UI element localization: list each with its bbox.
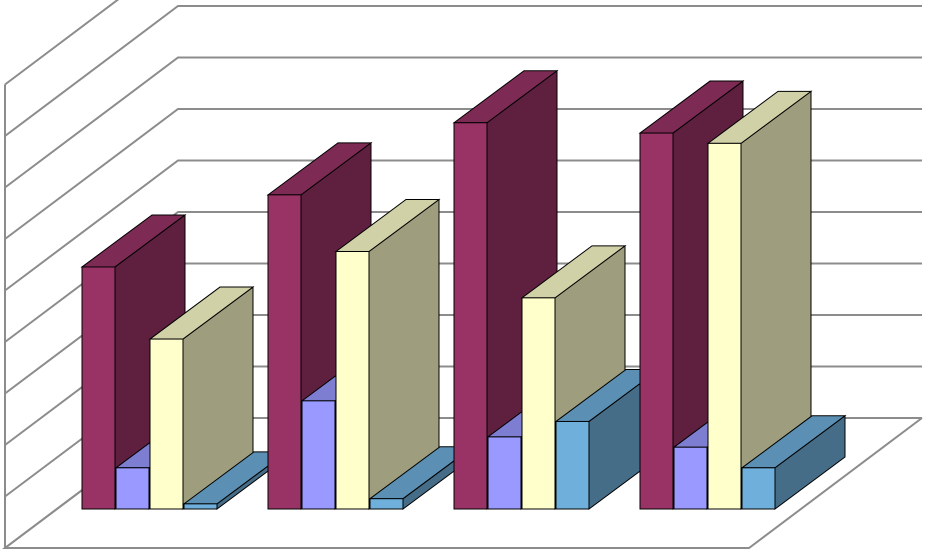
bar-front	[741, 467, 776, 510]
bar-front	[301, 400, 336, 510]
bar-s1-c3	[452, 69, 559, 510]
bar-front	[487, 436, 522, 510]
bar-front	[369, 498, 404, 510]
bar-front	[183, 503, 218, 510]
bar-front	[707, 142, 742, 510]
bar-front	[453, 122, 488, 510]
bar-front	[555, 420, 590, 510]
bar-front	[149, 338, 184, 510]
bar-front	[335, 251, 370, 510]
bar-front	[673, 446, 708, 510]
bar-front	[639, 132, 674, 510]
gridline-8	[4, 5, 922, 137]
gridline-9	[4, 0, 120, 86]
gridline-7	[4, 56, 922, 189]
bar-front	[267, 194, 302, 510]
bar-front	[521, 297, 556, 510]
bar-front	[115, 467, 150, 510]
chart-bars	[80, 69, 847, 510]
bar-s4-c4	[740, 414, 847, 510]
bar-s3-c2	[334, 198, 441, 510]
bar-s3-c4	[706, 90, 813, 510]
bar-front	[81, 266, 116, 510]
